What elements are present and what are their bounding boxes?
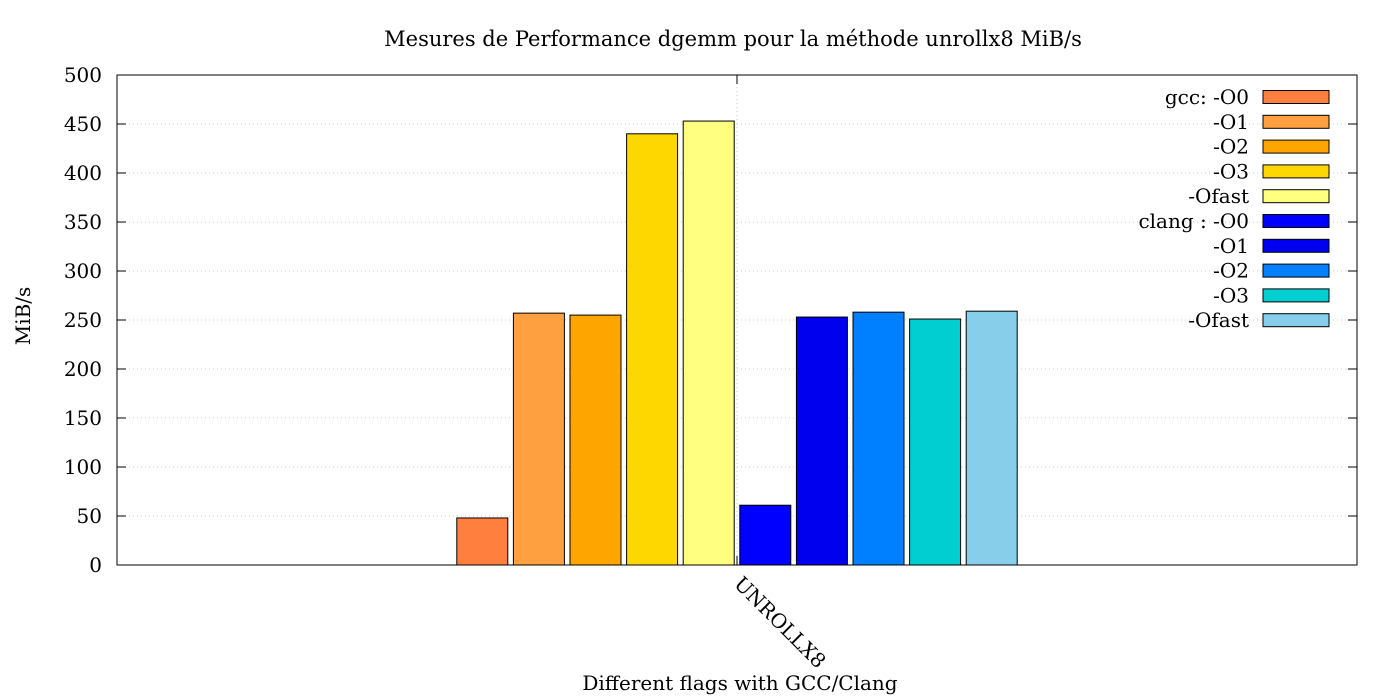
legend-label: gcc: -O0 [1165,85,1249,109]
legend-label: -O3 [1213,159,1249,183]
legend-swatch [1262,114,1330,129]
legend-label: -O2 [1213,135,1249,159]
legend-swatch [1262,189,1330,204]
bar [739,504,792,566]
bar [456,517,509,566]
y-tick-label: 0 [89,553,102,577]
x-axis-label: Different flags with GCC/Clang [582,671,897,695]
x-tick-label: UNROLLX8 [729,572,830,673]
bar [965,310,1018,566]
y-axis: 0 50 100 150 200 250 300 350 400 450 500 [64,63,1357,577]
legend-label: -O2 [1213,259,1249,283]
legend-swatch [1262,238,1330,253]
y-tick-label: 450 [64,112,102,136]
bar [795,316,848,566]
legend-swatch [1262,214,1330,228]
bar [569,314,622,566]
legend-label: -O3 [1213,283,1249,307]
bar [626,133,679,566]
y-tick-label: 350 [64,210,102,234]
legend-swatch [1262,313,1330,328]
legend-label: -O1 [1213,110,1249,134]
y-tick-label: 200 [64,357,102,381]
legend-swatch [1262,90,1330,104]
legend-swatch [1262,288,1330,303]
grid-lines [117,75,1357,565]
y-tick-label: 250 [64,308,102,332]
y-tick-label: 50 [77,504,102,528]
y-axis-label: MiB/s [11,287,35,346]
legend-swatch [1262,164,1330,179]
legend-label: -Ofast [1188,184,1249,208]
y-tick-label: 150 [64,406,102,430]
legend-swatch [1262,139,1330,154]
bar [682,120,735,566]
chart-title: Mesures de Performance dgemm pour la mét… [384,27,1082,51]
bar [512,312,565,566]
bars [456,120,1018,566]
y-tick-label: 400 [64,161,102,185]
legend-label: -O1 [1213,234,1249,258]
y-tick-label: 100 [64,455,102,479]
legend-label: clang : -O0 [1138,209,1249,233]
bar [852,311,905,566]
bar [909,318,962,566]
legend-label: -Ofast [1188,308,1249,332]
y-tick-label: 500 [64,63,102,87]
legend-swatch [1262,263,1330,278]
y-tick-label: 300 [64,259,102,283]
